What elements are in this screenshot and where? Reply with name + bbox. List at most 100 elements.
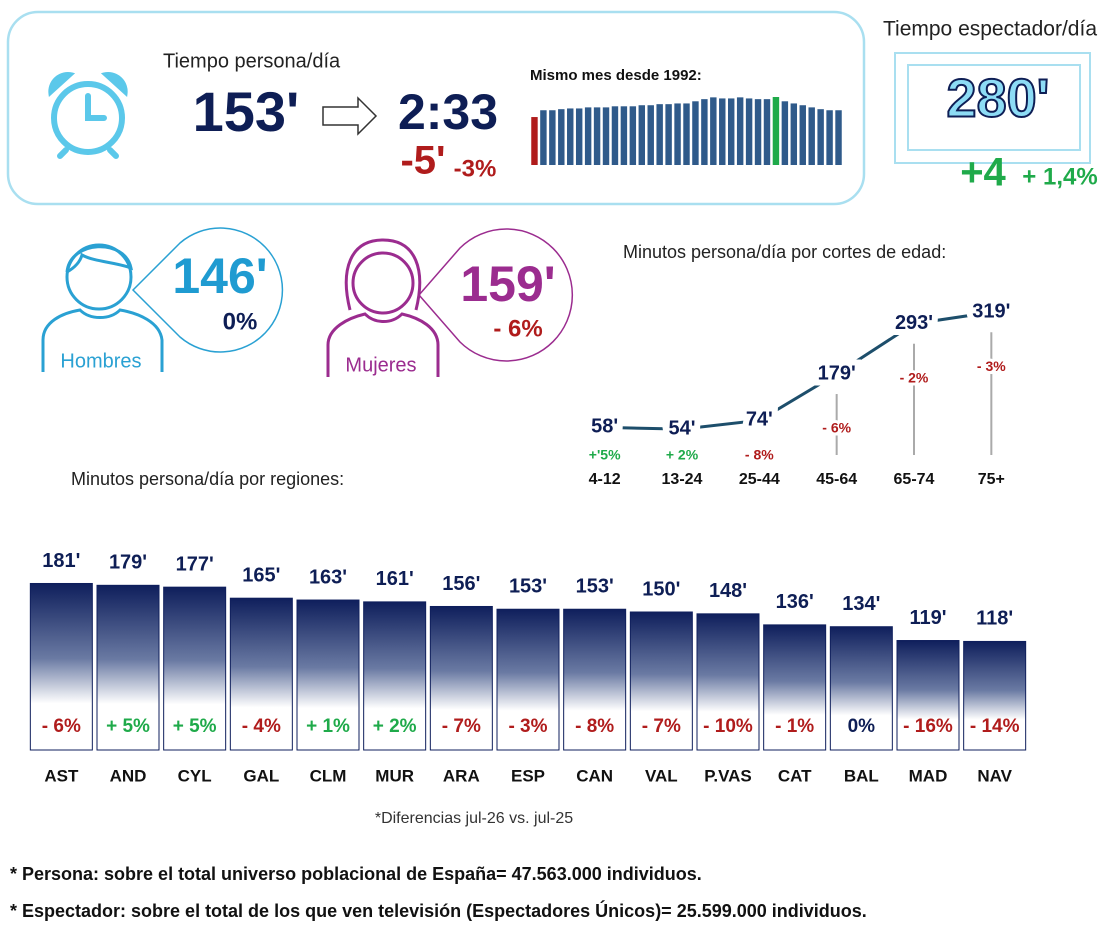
x-tick-label: 13-24 bbox=[662, 471, 703, 488]
bar bbox=[772, 97, 780, 165]
change-label: + 5% bbox=[173, 716, 217, 737]
woman-minutes: 159' bbox=[460, 256, 555, 312]
x-tick-label: CAN bbox=[576, 766, 613, 785]
value-label: 134' bbox=[842, 593, 880, 615]
bar bbox=[692, 101, 699, 165]
bar bbox=[575, 108, 583, 165]
value-label: 179' bbox=[818, 362, 856, 384]
change-label: - 2% bbox=[900, 369, 929, 385]
footnote: * Persona: sobre el total universo pobla… bbox=[10, 864, 702, 884]
value-label: 181' bbox=[42, 550, 80, 572]
bar bbox=[496, 608, 560, 751]
change-label: - 8% bbox=[575, 716, 614, 737]
man-icon bbox=[41, 243, 164, 372]
man-minutes: 146' bbox=[172, 248, 267, 304]
footnote: * Espectador: sobre el total de los que … bbox=[10, 900, 867, 921]
woman-icon bbox=[326, 238, 440, 377]
x-tick-label: AST bbox=[44, 766, 79, 785]
bar bbox=[629, 106, 637, 165]
bar bbox=[763, 624, 827, 751]
bar bbox=[296, 599, 360, 751]
bar bbox=[896, 640, 960, 751]
x-tick-label: CAT bbox=[778, 766, 812, 785]
change-label: - 3% bbox=[977, 358, 1006, 374]
bar bbox=[531, 117, 538, 165]
value-label: 119' bbox=[909, 607, 946, 629]
bar bbox=[745, 98, 753, 165]
value-label: 148' bbox=[709, 580, 747, 602]
value-label: 136' bbox=[776, 591, 814, 613]
persona-diff: -5' bbox=[400, 139, 445, 183]
bar bbox=[790, 103, 798, 165]
bar bbox=[629, 611, 693, 751]
x-tick-label: ESP bbox=[511, 766, 545, 785]
x-tick-label: 4-12 bbox=[589, 471, 621, 488]
espectador-pct: + 1,4% bbox=[1022, 163, 1097, 190]
change-label: - 10% bbox=[703, 716, 753, 737]
x-tick-label: GAL bbox=[243, 766, 279, 785]
bar bbox=[563, 608, 627, 751]
bar bbox=[826, 110, 833, 165]
bar bbox=[620, 106, 628, 165]
value-label: 161' bbox=[376, 568, 414, 590]
bar bbox=[602, 107, 610, 165]
x-tick-label: P.VAS bbox=[704, 766, 752, 785]
change-label: - 4% bbox=[242, 716, 281, 737]
arrow bbox=[322, 96, 378, 136]
x-tick-label: AND bbox=[110, 766, 147, 785]
value-label: 156' bbox=[442, 573, 480, 595]
change-label: + 2% bbox=[373, 716, 417, 737]
change-label: + 1% bbox=[306, 716, 350, 737]
bar bbox=[363, 601, 427, 751]
bar bbox=[719, 98, 726, 165]
x-tick-label: ARA bbox=[443, 766, 480, 785]
bar bbox=[429, 605, 493, 751]
region-chart-title: Minutos persona/día por regiones: bbox=[71, 469, 344, 489]
x-tick-label: CLM bbox=[310, 766, 347, 785]
bar bbox=[696, 613, 760, 751]
value-label: 118' bbox=[976, 608, 1013, 630]
persona-pct: -3% bbox=[454, 155, 497, 182]
change-label: + 5% bbox=[106, 716, 150, 737]
bar bbox=[701, 99, 708, 165]
x-tick-label: NAV bbox=[977, 766, 1012, 785]
x-tick-label: 25-44 bbox=[739, 471, 780, 488]
change-label: - 6% bbox=[42, 716, 81, 737]
bar bbox=[817, 109, 824, 165]
bar bbox=[647, 105, 654, 165]
woman-label: Mujeres bbox=[345, 354, 416, 376]
mini-chart-title: Mismo mes desde 1992: bbox=[530, 67, 702, 84]
woman-bubble bbox=[418, 228, 574, 362]
value-label: 54' bbox=[668, 417, 695, 439]
bar bbox=[763, 99, 771, 165]
x-tick-label: MAD bbox=[909, 766, 948, 785]
value-label: 319' bbox=[972, 301, 1010, 323]
change-label: - 3% bbox=[508, 716, 547, 737]
x-tick-label: VAL bbox=[645, 766, 678, 785]
value-label: 74' bbox=[746, 409, 773, 431]
bar bbox=[736, 97, 744, 165]
change-label: 0% bbox=[848, 716, 876, 737]
persona-title: Tiempo persona/día bbox=[163, 50, 341, 72]
line bbox=[604, 310, 992, 431]
bar bbox=[584, 107, 592, 165]
espectador-box bbox=[894, 52, 1091, 164]
change-label: - 6% bbox=[822, 420, 851, 436]
persona-time: 2:33 bbox=[398, 84, 498, 140]
x-tick-label: 75+ bbox=[978, 471, 1005, 488]
x-tick-label: CYL bbox=[178, 766, 212, 785]
bar bbox=[96, 584, 160, 751]
x-tick-label: 65-74 bbox=[894, 471, 935, 488]
espectador-minutes: 280' bbox=[947, 68, 1050, 128]
value-label: 58' bbox=[591, 416, 618, 438]
bar bbox=[754, 99, 762, 165]
value-label: 179' bbox=[109, 552, 147, 574]
bar bbox=[727, 98, 735, 165]
bar bbox=[611, 106, 619, 165]
bar bbox=[229, 597, 293, 751]
espectador-box-inner bbox=[907, 64, 1081, 151]
bar bbox=[963, 640, 1027, 751]
value-label: 163' bbox=[309, 566, 347, 588]
espectador-diff: +4 bbox=[960, 151, 1006, 195]
